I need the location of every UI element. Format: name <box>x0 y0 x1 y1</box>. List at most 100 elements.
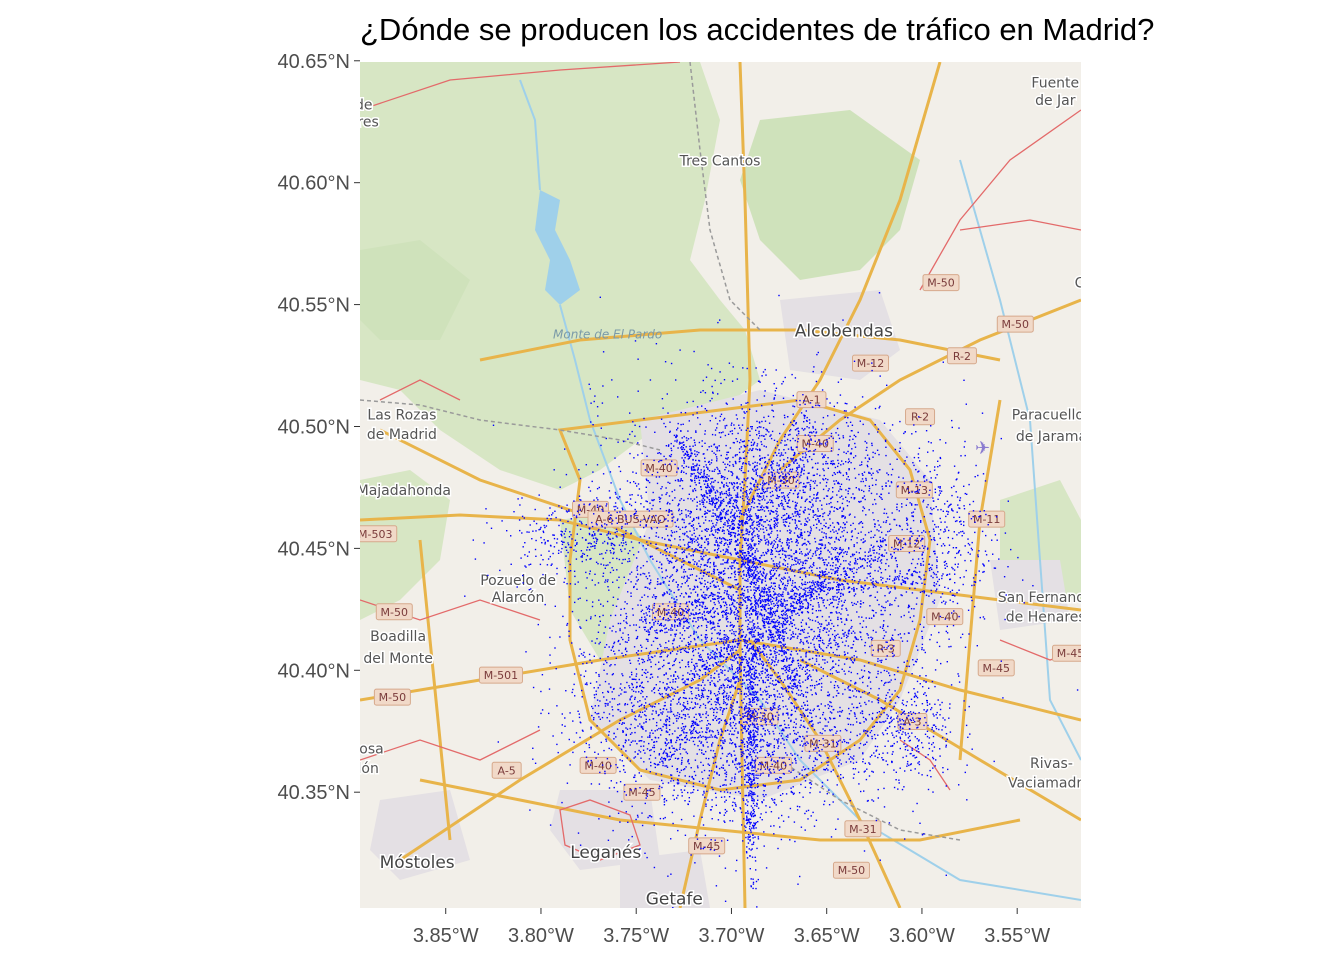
accident-point <box>765 618 767 621</box>
accident-point <box>713 708 716 711</box>
accident-point <box>707 702 709 704</box>
accident-point <box>719 661 722 663</box>
accident-point <box>710 477 712 480</box>
accident-point <box>778 653 780 655</box>
accident-point <box>701 582 703 585</box>
accident-point <box>710 491 713 493</box>
accident-point <box>713 544 716 546</box>
accident-point <box>765 646 767 648</box>
accident-point <box>709 562 712 564</box>
accident-point <box>829 673 831 675</box>
accident-point <box>732 649 734 651</box>
accident-point <box>788 698 790 700</box>
accident-point <box>759 657 761 660</box>
accident-point <box>642 572 644 575</box>
road-shield-label: M-45 <box>693 840 720 853</box>
place-label-alcobendas: Alcobendas <box>795 321 893 341</box>
accident-point <box>686 605 688 608</box>
accident-point <box>788 727 790 729</box>
accident-point <box>595 537 597 539</box>
accident-point <box>753 726 755 728</box>
accident-point <box>777 780 779 783</box>
accident-point <box>726 656 728 658</box>
accident-point <box>886 713 888 716</box>
accident-point <box>798 586 801 588</box>
accident-point <box>710 770 713 772</box>
place-label-boadilla-1: Boadilla <box>370 629 426 645</box>
accident-point <box>683 621 685 624</box>
accident-point <box>645 672 647 675</box>
accident-point <box>862 716 865 719</box>
accident-point <box>655 652 658 654</box>
accident-point <box>746 411 748 413</box>
accident-point <box>663 659 665 661</box>
accident-point <box>786 615 788 617</box>
accident-point <box>615 605 618 607</box>
accident-point <box>722 616 724 618</box>
accident-point <box>791 588 793 591</box>
accident-point <box>827 634 830 636</box>
accident-point <box>636 588 638 590</box>
accident-point <box>765 574 767 577</box>
accident-point <box>705 638 707 640</box>
accident-point <box>724 812 727 814</box>
accident-point <box>705 738 707 741</box>
accident-point <box>807 602 810 605</box>
accident-point <box>663 592 665 594</box>
place-label-rivas-2: Vaciamadrid <box>1008 775 1095 791</box>
accident-point <box>816 637 818 640</box>
accident-point <box>668 562 670 564</box>
accident-point <box>786 657 788 659</box>
accident-point <box>894 587 896 589</box>
accident-point <box>642 745 645 747</box>
accident-point <box>856 656 858 658</box>
accident-point <box>854 688 856 690</box>
accident-point <box>705 538 708 540</box>
accident-point <box>769 572 771 574</box>
accident-point <box>751 488 753 491</box>
accident-point <box>750 508 752 510</box>
accident-point <box>675 560 677 562</box>
accident-point <box>814 550 817 552</box>
accident-point <box>772 660 774 662</box>
accident-point <box>675 692 677 694</box>
accident-point <box>579 597 581 599</box>
accident-point <box>792 726 795 728</box>
accident-point <box>773 565 776 567</box>
accident-point <box>606 542 609 544</box>
accident-point <box>758 578 760 580</box>
accident-point <box>910 608 913 610</box>
accident-point <box>728 695 730 697</box>
accident-point <box>606 534 608 536</box>
accident-point <box>727 612 729 615</box>
place-label-getafe: Getafe <box>646 889 703 909</box>
accident-point <box>679 513 681 516</box>
accident-point <box>856 690 858 692</box>
accident-point <box>827 582 829 584</box>
accident-point <box>565 473 568 476</box>
accident-point <box>759 599 762 602</box>
accident-point <box>664 686 666 689</box>
accident-point <box>829 718 832 720</box>
accident-point <box>654 431 656 433</box>
accident-point <box>722 553 725 555</box>
accident-point <box>710 639 712 641</box>
accident-point <box>700 544 703 547</box>
accident-point <box>743 682 746 684</box>
accident-point <box>695 579 697 582</box>
accident-point <box>691 658 693 661</box>
accident-point <box>723 630 725 632</box>
accident-point <box>880 613 882 616</box>
accident-point <box>855 650 857 652</box>
accident-point <box>789 677 791 679</box>
accident-point <box>834 635 836 638</box>
accident-point <box>727 653 729 655</box>
accident-point <box>809 581 811 583</box>
accident-point <box>807 602 809 604</box>
accident-point <box>662 681 664 684</box>
accident-point <box>976 645 978 647</box>
accident-point <box>863 490 865 493</box>
accident-point <box>687 641 689 644</box>
accident-point <box>713 561 715 564</box>
accident-point <box>827 587 830 589</box>
